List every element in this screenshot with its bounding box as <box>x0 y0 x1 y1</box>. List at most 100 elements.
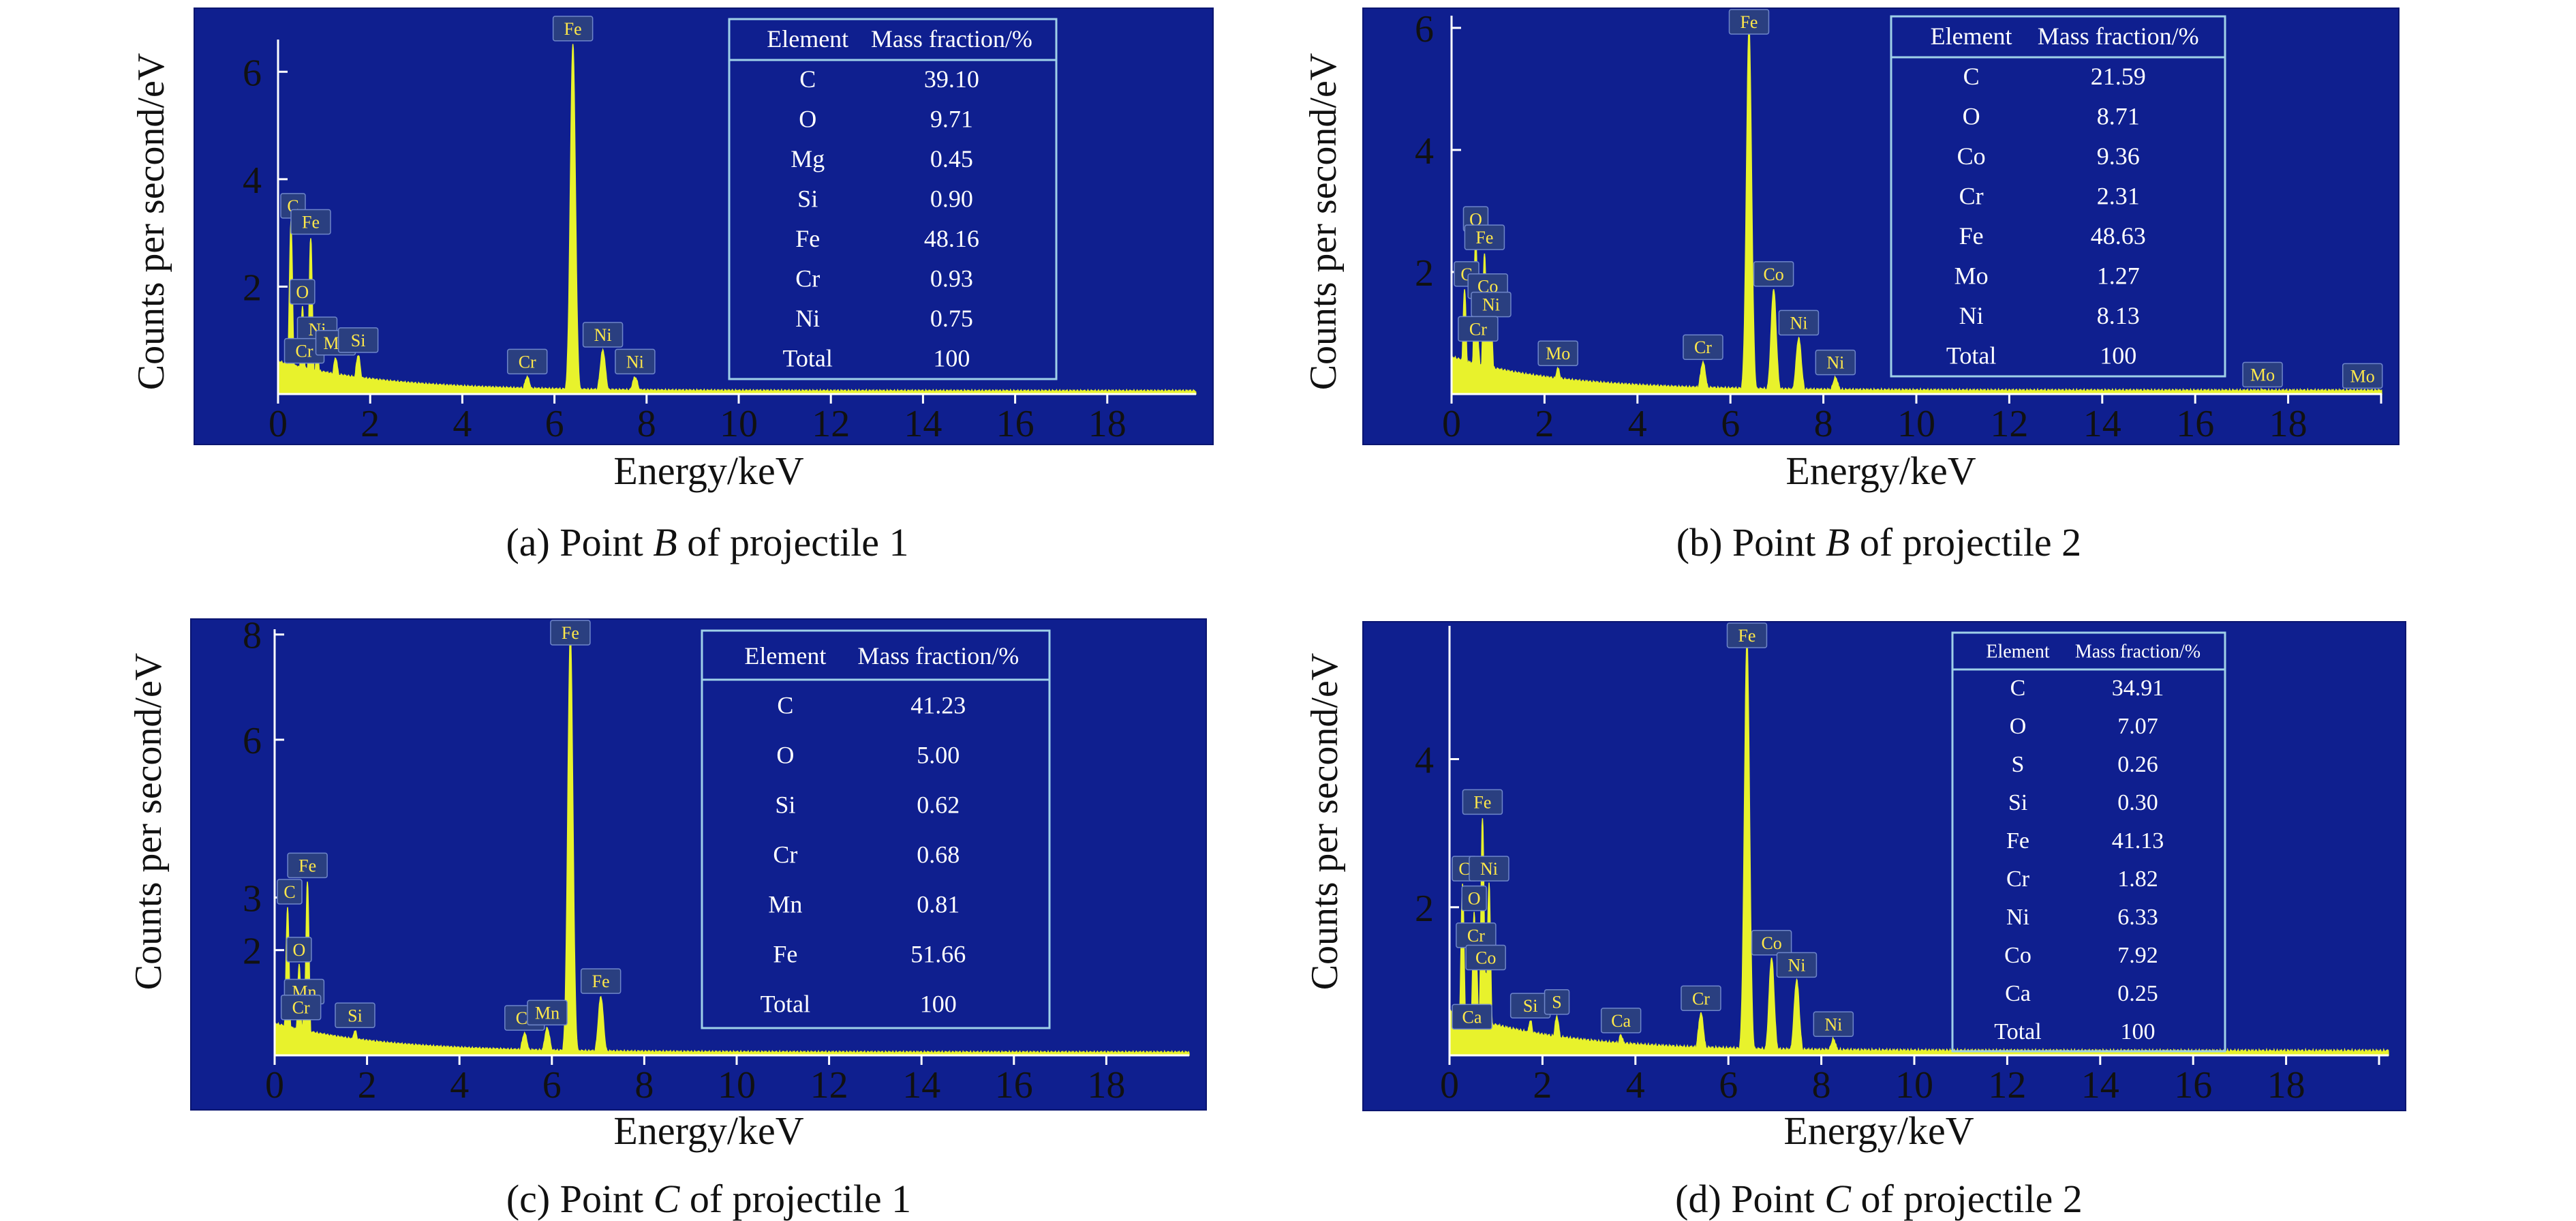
peak-label-box <box>1544 989 1570 1015</box>
table-cell-element: Total <box>1946 342 1996 369</box>
x-tick-label: 12 <box>1988 1064 2026 1106</box>
table-row: Fe 48.16 <box>795 225 979 252</box>
peak-label-text: Co <box>1761 933 1781 953</box>
x-tick-label: 8 <box>634 1064 654 1106</box>
caption-suffix: of projectile 2 <box>1851 1177 2083 1221</box>
table-cell-element: Total <box>782 344 832 372</box>
x-tick-label: 0 <box>1440 1064 1459 1106</box>
peak-label-text: Cr <box>1692 989 1710 1008</box>
peak-label-mo: Mo <box>1537 340 1578 366</box>
caption-suffix: of projectile 1 <box>677 520 909 564</box>
peak-label-fe: Fe <box>1464 224 1505 250</box>
peak-label-cr: Cr <box>1458 316 1499 342</box>
caption-suffix: of projectile 1 <box>679 1177 911 1221</box>
x-tick-label: 6 <box>1719 1064 1738 1106</box>
peak-label-box <box>1462 789 1503 815</box>
x-tick-label: 18 <box>2269 403 2307 445</box>
peak-label-fe: Fe <box>287 852 328 879</box>
peak-label-box <box>286 937 312 963</box>
x-tick-label: 14 <box>902 1064 940 1106</box>
peak-label-box <box>1537 340 1578 366</box>
x-tick-label: 4 <box>453 403 472 445</box>
table-row: O 5.00 <box>776 742 960 769</box>
plot-background <box>1362 621 2406 1111</box>
table-cell-mass-fraction: 7.92 <box>2117 943 2158 968</box>
peak-label-text: Si <box>348 1006 363 1025</box>
peak-label-box <box>1464 224 1505 250</box>
table-cell-element: C <box>799 65 816 93</box>
y-tick-label: 4 <box>243 160 262 202</box>
x-tick-label: 12 <box>812 403 850 445</box>
table-cell-element: Cr <box>773 841 797 869</box>
table-cell-mass-fraction: 41.23 <box>910 692 966 719</box>
peak-label-text: Fe <box>564 19 582 39</box>
caption-prefix: (d) Point <box>1675 1177 1824 1221</box>
table-cell-element: Si <box>2008 790 2027 815</box>
table-cell-mass-fraction: 0.68 <box>917 841 960 869</box>
composition-table: Element Mass fraction/% C 34.91 O 7.07 S 0.26 Si… <box>1951 631 2226 1053</box>
peak-label-box <box>1815 349 1856 376</box>
plot-background <box>194 7 1214 445</box>
table-row: Ni 6.33 <box>2006 905 2158 930</box>
x-tick-label: 8 <box>1814 403 1833 445</box>
peak-label-box <box>2242 361 2283 388</box>
x-tick-label: 10 <box>1895 1064 1933 1106</box>
peak-label-box <box>1751 930 1792 956</box>
peak-label-cr: Cr <box>506 348 548 375</box>
table-row: Si 0.30 <box>2008 790 2158 815</box>
peak-label-text: Fe <box>1475 228 1493 247</box>
peak-label-box <box>527 999 568 1026</box>
table-cell-mass-fraction: 5.00 <box>917 742 960 769</box>
table-row: Co 9.36 <box>1957 142 2140 170</box>
table-header-mass: Mass fraction/% <box>857 642 1019 669</box>
peak-label-text: Co <box>1763 265 1783 284</box>
peak-label-text: Fe <box>1738 626 1755 646</box>
peak-label-text: Fe <box>302 213 320 232</box>
peak-label-text: Cr <box>1467 926 1485 946</box>
peak-label-text: Cr <box>292 998 310 1018</box>
table-cell-mass-fraction: 7.07 <box>2117 714 2158 739</box>
peak-label-text: Si <box>1523 996 1538 1016</box>
peak-label-box <box>580 968 622 994</box>
peak-label-text: Fe <box>1740 12 1758 32</box>
peak-label-box <box>335 1002 375 1029</box>
peak-label-fe: Fe <box>1462 789 1503 815</box>
table-cell-element: Ca <box>2005 981 2031 1006</box>
peak-label-text: Mo <box>1546 344 1570 363</box>
table-row: Cr 2.31 <box>1959 182 2140 209</box>
table-cell-mass-fraction: 48.63 <box>2091 222 2146 250</box>
peak-label-box <box>1813 1011 1854 1038</box>
peak-label-text: Ni <box>1824 1014 1842 1034</box>
x-tick-label: 16 <box>995 1064 1033 1106</box>
table-row: C 39.10 <box>799 65 979 93</box>
table-cell-element: C <box>1963 63 1980 90</box>
table-border <box>1951 631 2226 1053</box>
table-cell-element: O <box>799 105 816 132</box>
caption-point: C <box>1824 1177 1852 1221</box>
x-tick-label: 12 <box>1990 403 2028 445</box>
peak-label-box <box>1776 952 1818 978</box>
x-tick-label: 14 <box>904 403 942 445</box>
table-row: Total 100 <box>782 344 970 372</box>
table-cell-mass-fraction: 100 <box>2100 342 2136 369</box>
peak-label-box <box>615 348 656 375</box>
peak-label-box <box>1600 1008 1642 1034</box>
peak-label-text: C <box>1458 859 1470 879</box>
x-tick-label: 2 <box>361 403 380 445</box>
peak-label-text: Fe <box>592 971 610 991</box>
y-axis-title: Counts per second/eV <box>1302 53 1345 391</box>
peak-label-ni: Ni <box>582 322 624 348</box>
peak-label-o: O <box>290 279 316 305</box>
y-axis-title: Counts per second/eV <box>130 53 172 391</box>
x-tick-label: 8 <box>637 403 656 445</box>
table-row: Si 0.62 <box>775 792 960 819</box>
peak-label-text: Mo <box>2350 366 2375 386</box>
panel-caption: (c) Point C of projectile 1 <box>506 1177 911 1221</box>
peak-label-s: S <box>1544 989 1570 1015</box>
table-row: C 21.59 <box>1963 63 2146 90</box>
table-row: Fe 41.13 <box>2006 828 2164 854</box>
spectrum-trace <box>277 44 1197 395</box>
composition-table: Element Mass fraction/% C 39.10 O 9.71 Mg 0.45 S… <box>728 18 1058 380</box>
table-cell-mass-fraction: 9.71 <box>930 105 973 132</box>
peak-label-text: Cr <box>1469 319 1487 339</box>
